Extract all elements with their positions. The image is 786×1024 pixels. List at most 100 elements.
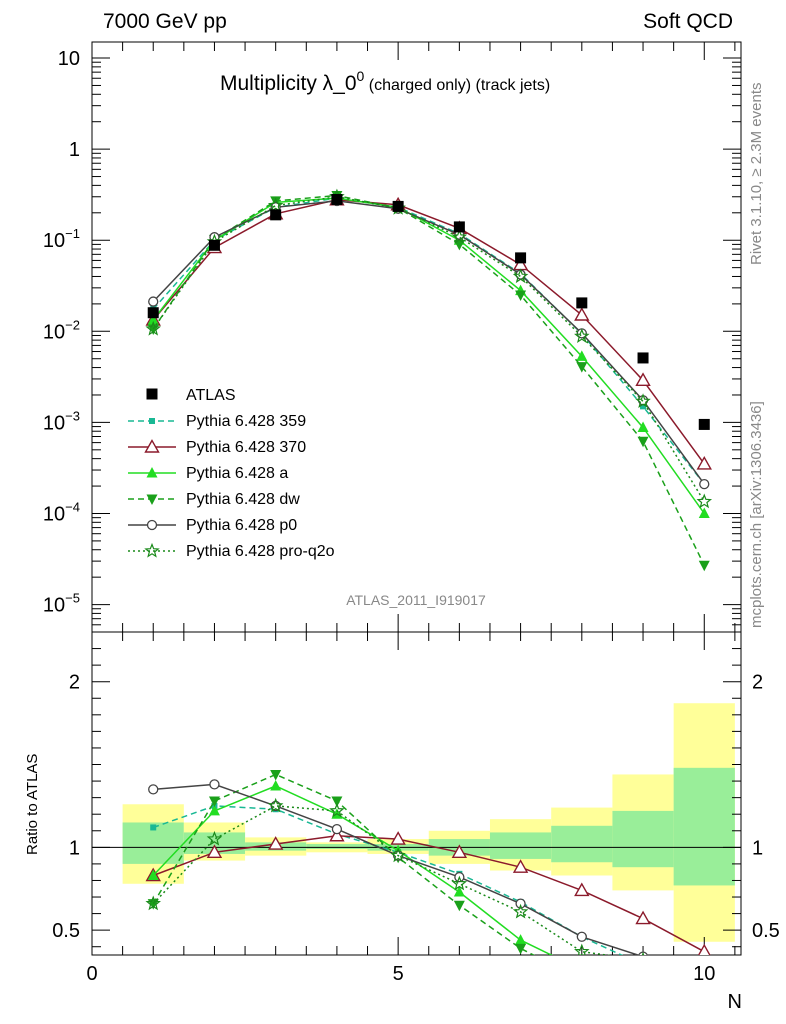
y-tick-label: 10−4 — [43, 499, 80, 525]
main-series-line — [152, 194, 705, 566]
main-series-marker — [512, 268, 529, 284]
legend-label: Pythia 6.428 pro-q2o — [186, 543, 335, 560]
legend-marker — [146, 388, 158, 400]
legend: ATLAS Pythia 6.428 359 Pythia 6.428 370 Pyt… — [128, 387, 335, 560]
ratio-series-marker — [206, 844, 223, 859]
y-tick-label-base: 10 — [43, 503, 65, 525]
main-series-marker — [699, 478, 710, 490]
ratio-series-marker — [148, 784, 159, 795]
main-series-marker — [270, 196, 282, 207]
y-tick-label: 10 — [58, 48, 80, 70]
x-tick-label: 5 — [393, 963, 404, 985]
main-series-marker — [637, 436, 649, 448]
ratio-series-marker — [329, 827, 345, 842]
ratio-series-marker — [453, 900, 465, 912]
ratio-series-marker — [697, 943, 711, 955]
data-point — [576, 297, 588, 309]
uncertainty-bands — [122, 703, 735, 942]
ratio-series-line — [152, 834, 705, 953]
header-left-label: 7000 GeV pp — [103, 10, 227, 33]
ratio-y-tick-label-right: 0.5 — [752, 920, 780, 942]
plot-frames — [91, 41, 742, 956]
main-series-marker — [576, 350, 588, 361]
legend-marker — [149, 418, 155, 424]
legend-marker — [146, 519, 158, 531]
ratio-series-marker — [574, 882, 590, 897]
main-series-line — [152, 197, 705, 514]
x-tick-label: 10 — [693, 963, 715, 985]
main-series-marker — [145, 320, 161, 336]
y-tick-label: 10−5 — [43, 591, 80, 617]
main-series-marker — [574, 328, 590, 343]
chart-title-suffix: (charged only) (track jets) — [364, 77, 550, 94]
ratio-series-marker — [329, 802, 345, 818]
legend-marker — [146, 467, 158, 478]
ratio-series-marker — [209, 779, 220, 790]
main-series-marker — [267, 197, 284, 213]
data-point — [392, 200, 404, 212]
ratio-series-marker — [147, 869, 159, 880]
main-series-marker — [515, 290, 527, 302]
legend-entry: Pythia 6.428 dw — [128, 491, 300, 508]
legend-entry: Pythia 6.428 370 — [128, 439, 306, 456]
data-point — [515, 252, 527, 264]
ratio-series-marker — [270, 780, 282, 791]
data-point — [147, 307, 159, 319]
ratio-series-line — [152, 773, 536, 955]
inner-band-bin — [673, 767, 735, 886]
y-tick-label-base: 10 — [43, 595, 65, 617]
ratio-y-tick-label-right: 2 — [752, 672, 763, 694]
y-tick-label-exponent: −5 — [65, 591, 80, 606]
ratio-series-marker — [208, 804, 220, 816]
ratio-series-marker — [512, 859, 529, 873]
y-tick-label-base: 10 — [43, 412, 65, 434]
main-series-marker — [574, 307, 590, 321]
legend-marker — [144, 439, 160, 453]
chart-title-main: Multiplicity λ_0 — [220, 72, 357, 95]
main-series-marker — [635, 393, 651, 409]
ratio-y-tick-label-right: 1 — [752, 837, 763, 859]
main-series-line — [152, 199, 705, 465]
main-series-group — [145, 188, 713, 572]
legend-label: ATLAS — [186, 387, 236, 404]
legend-label: Pythia 6.428 dw — [186, 491, 300, 508]
ratio-series-marker — [331, 796, 343, 807]
ratio-y-tick-label-left: 0.5 — [52, 920, 80, 942]
y-tick-label: 10−1 — [43, 226, 80, 252]
inner-band-bin — [489, 832, 552, 859]
main-series-marker — [696, 493, 713, 509]
legend-entry: Pythia 6.428 p0 — [128, 517, 297, 534]
legend-marker — [146, 494, 158, 505]
legend-label: Pythia 6.428 359 — [186, 413, 306, 430]
ratio-series-line — [152, 785, 553, 955]
data-point — [453, 221, 465, 233]
ratio-series-marker — [208, 796, 220, 807]
ratio-y-tick-label-left: 1 — [69, 837, 80, 859]
y-tick-label-exponent: −2 — [65, 317, 80, 332]
main-series-marker — [451, 229, 468, 244]
ratio-series-marker — [390, 847, 406, 863]
ratio-series-marker — [515, 898, 526, 909]
y-tick-label: 10−2 — [43, 317, 80, 343]
main-series-marker — [698, 507, 710, 518]
ratio-series-marker — [515, 943, 527, 955]
data-point — [331, 193, 343, 205]
chart-title: Multiplicity λ_00 (charged only) (track … — [220, 68, 550, 95]
legend-entry-data: ATLAS — [146, 387, 236, 404]
inner-band-bin — [612, 810, 674, 868]
ratio-series-marker — [267, 797, 284, 813]
main-series-marker — [635, 372, 651, 386]
ratio-series-marker — [635, 910, 651, 925]
legend-entry: Pythia 6.428 pro-q2o — [128, 542, 335, 560]
data-point — [698, 418, 710, 430]
y-tick-label-exponent: −3 — [65, 408, 80, 423]
ratio-series-marker — [574, 943, 590, 955]
legend-label: Pythia 6.428 p0 — [186, 517, 297, 534]
y-tick-label: 10−3 — [43, 408, 80, 434]
data-point — [637, 352, 649, 364]
ratio-series-marker — [576, 931, 587, 942]
x-tick-label: 0 — [86, 963, 97, 985]
legend-marker — [144, 542, 160, 558]
main-series-line — [152, 200, 705, 485]
ratio-series-marker — [331, 823, 343, 835]
